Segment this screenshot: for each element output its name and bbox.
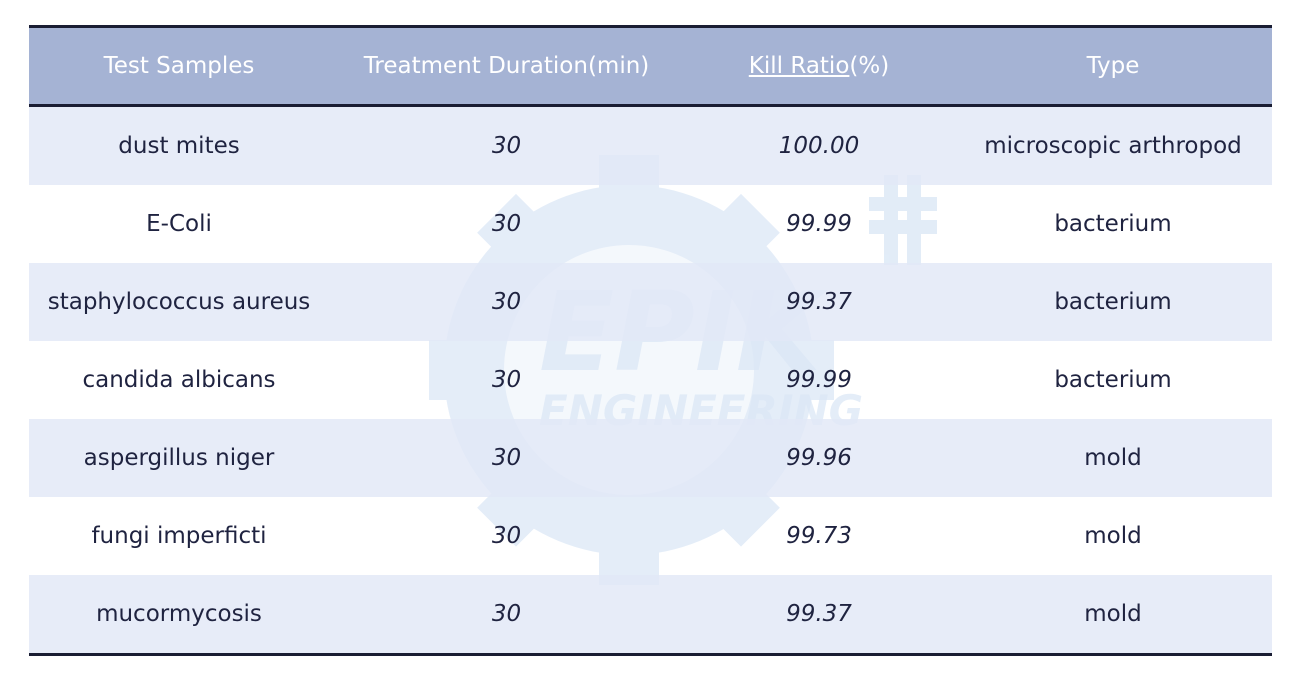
cell-kill-ratio: 99.99 xyxy=(786,367,852,393)
header-kill-ratio-unit: (%) xyxy=(849,53,890,79)
header-kill-ratio: Kill Ratio(%) xyxy=(684,25,954,107)
cell-type: microscopic arthropod xyxy=(954,105,1272,185)
cell-kill-ratio: 99.73 xyxy=(786,523,852,549)
table-row: fungi imperficti 30 99.73 mold xyxy=(29,497,1272,575)
cell-kill-ratio: 99.37 xyxy=(684,263,954,341)
table-row: dust mites 30 100.00 microscopic arthrop… xyxy=(29,105,1272,185)
cell-kill-ratio: 99.37 xyxy=(684,575,954,656)
cell-sample: aspergillus niger xyxy=(29,419,329,497)
cell-duration: 30 xyxy=(491,523,522,549)
results-table-container: EPIK ENGINEERING Test Samples Treatment … xyxy=(29,25,1272,656)
cell-sample: dust mites xyxy=(29,105,329,185)
cell-sample: staphylococcus aureus xyxy=(29,263,329,341)
header-type: Type xyxy=(954,25,1272,107)
table-row: mucormycosis 30 99.37 mold xyxy=(29,575,1272,656)
header-row: Test Samples Treatment Duration(min) Kil… xyxy=(29,25,1272,107)
header-kill-ratio-link[interactable]: Kill Ratio xyxy=(748,53,850,79)
cell-duration: 30 xyxy=(329,419,684,497)
results-table: Test Samples Treatment Duration(min) Kil… xyxy=(29,25,1272,656)
cell-type: mold xyxy=(954,575,1272,656)
cell-type: mold xyxy=(1084,523,1142,549)
table-row: staphylococcus aureus 30 99.37 bacterium xyxy=(29,263,1272,341)
cell-duration: 30 xyxy=(329,105,684,185)
header-treatment-duration: Treatment Duration(min) xyxy=(329,25,684,107)
cell-duration: 30 xyxy=(329,575,684,656)
cell-duration: 30 xyxy=(491,367,522,393)
cell-duration: 30 xyxy=(329,263,684,341)
cell-type: bacterium xyxy=(954,263,1272,341)
cell-duration: 30 xyxy=(491,211,522,237)
cell-type: bacterium xyxy=(1054,211,1172,237)
cell-type: mold xyxy=(954,419,1272,497)
cell-type: bacterium xyxy=(1054,367,1172,393)
table-row: aspergillus niger 30 99.96 mold xyxy=(29,419,1272,497)
cell-sample: candida albicans xyxy=(82,367,276,393)
cell-kill-ratio: 100.00 xyxy=(684,105,954,185)
table-row: candida albicans 30 99.99 bacterium xyxy=(29,341,1272,419)
header-test-samples: Test Samples xyxy=(29,25,329,107)
cell-sample: fungi imperficti xyxy=(91,523,267,549)
cell-kill-ratio: 99.99 xyxy=(786,211,852,237)
cell-kill-ratio: 99.96 xyxy=(684,419,954,497)
table-row: E-Coli 30 99.99 bacterium xyxy=(29,185,1272,263)
cell-sample: E-Coli xyxy=(146,211,212,237)
cell-sample: mucormycosis xyxy=(29,575,329,656)
